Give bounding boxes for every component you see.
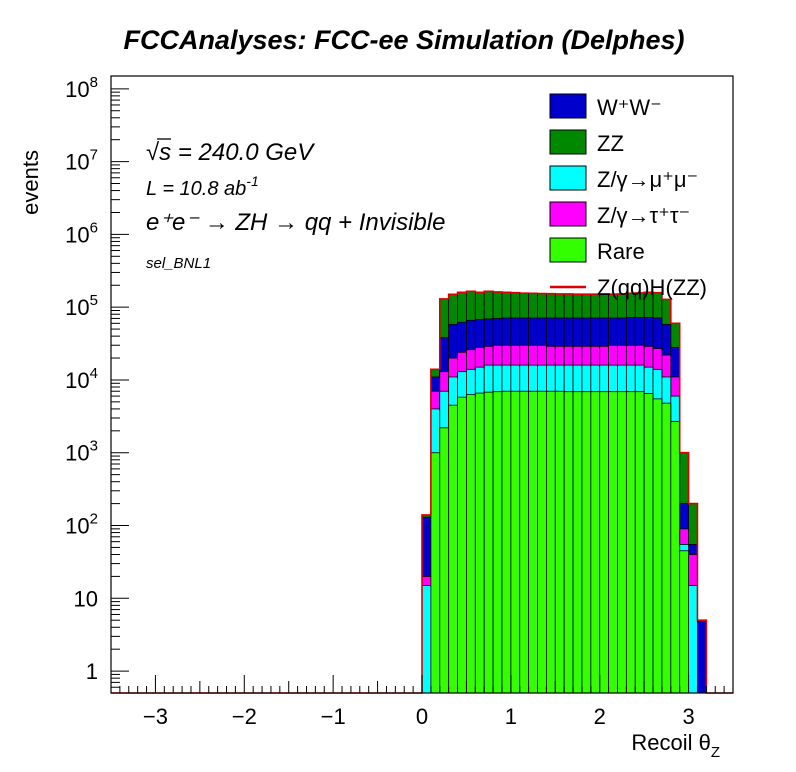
rare-bar [670,420,681,694]
annotations: √s = 240.0 GeV L = 10.8 ab-1 e⁺e⁻ → ZH →… [146,138,445,272]
y-tick-label: 108 [65,74,98,102]
rare-bar [608,391,618,694]
rare-bar [501,390,512,694]
rare-bar [643,393,654,694]
x-tick-label: −2 [232,704,257,729]
rare-bar [581,391,592,694]
rare-bar [572,391,583,694]
rare-bar [430,452,441,694]
x-tick-label: 3 [682,704,694,729]
legend-label-signal: Z(qq)H(ZZ) [597,275,707,300]
rare-bar [617,391,627,694]
y-tick-label: 105 [65,292,98,320]
legend-label-mumu: Z/γ→μ⁺μ⁻ [597,167,698,192]
rare-bar [448,404,458,694]
rare-bar [661,402,672,694]
rare-bar [652,398,663,694]
x-axis-label-sub: Z [711,744,720,761]
sqrt-symbol: √ [146,139,160,166]
rare-bar [528,390,538,694]
legend-swatch-rare [549,237,587,263]
rare-bar [466,394,476,694]
lumi-annotation: L = 10.8 ab-1 [146,173,259,200]
rare-bar [590,391,601,694]
legend-swatch-tautau [549,201,587,227]
rare-bar [492,391,503,694]
rare-bar [519,390,530,694]
selection-annotation: sel_BNL1 [146,255,211,272]
y-tick-label: 10 [74,586,98,611]
mumu-bar [421,585,432,694]
lumi-exponent: -1 [246,173,258,189]
rare-bar [554,390,565,694]
y-tick-label: 106 [65,219,98,247]
legend-swatch-mumu [549,165,587,191]
y-tick-label: 102 [65,511,98,539]
x-axis-label-main: Recoil θ [631,730,710,755]
x-tick-label: 2 [594,704,606,729]
rare-bar [537,390,547,694]
legend-label-zz: ZZ [597,131,624,156]
rare-bar [634,391,645,694]
x-axis: −3 −2 −1 0 1 2 3 [110,675,734,729]
process-annotation: e⁺e⁻ → ZH → qq + Invisible [146,209,445,236]
chart-title: FCCAnalyses: FCC-ee Simulation (Delphes) [123,25,684,55]
x-axis-label: Recoil θZ [631,730,720,761]
ww-bar [697,619,707,694]
legend-swatch-ww [549,93,587,119]
lumi-text: L = 10.8 ab [146,178,246,200]
rare-bar [457,396,467,694]
y-axis-label: events [18,150,43,215]
rare-bar [510,390,521,694]
rare-bar [483,391,494,694]
y-tick-label: 104 [65,365,98,393]
x-tick-label: −1 [321,704,346,729]
histogram-bars [111,290,733,694]
mumu-bar [688,585,698,694]
rare-bar [563,391,574,694]
x-tick-label: 0 [416,704,428,729]
y-axis: 1 10 102 103 104 105 106 107 108 [65,74,129,694]
x-tick-label: −3 [143,704,168,729]
sqrt-s-annotation: √s = 240.0 GeV [146,139,315,166]
rare-bar [439,427,450,694]
legend-label-rare: Rare [597,239,645,264]
rare-bar [599,391,610,694]
y-tick-label: 1 [86,659,98,684]
legend: W⁺W⁻ ZZ Z/γ→μ⁺μ⁻ Z/γ→τ⁺τ⁻ Rare Z(qq)H(ZZ) [549,93,707,300]
rare-bar [546,390,556,694]
rare-bar [625,391,636,694]
legend-label-ww: W⁺W⁻ [597,95,662,120]
y-tick-label: 103 [65,438,98,466]
rare-bar [474,392,485,694]
y-tick-label: 107 [65,147,98,175]
x-tick-label: 1 [505,704,517,729]
legend-swatch-zz [549,129,587,155]
legend-label-tautau: Z/γ→τ⁺τ⁻ [597,203,690,228]
rare-bar [679,550,689,694]
sqrt-s-text: s = 240.0 GeV [159,139,315,166]
